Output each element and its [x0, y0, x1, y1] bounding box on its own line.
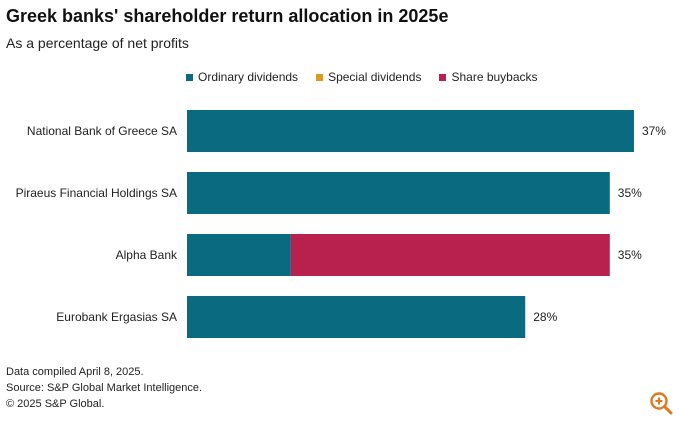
legend-label-buyback: Share buybacks — [451, 70, 538, 84]
zoom-in-icon[interactable] — [648, 390, 674, 416]
footer-data-compiled: Data compiled April 8, 2025. — [6, 366, 144, 378]
legend-item-special: Special dividends — [316, 70, 421, 84]
category-label: National Bank of Greece SA — [27, 124, 177, 138]
chart-footer: Data compiled April 8, 2025. Source: S&P… — [6, 364, 202, 412]
bar-segment — [187, 296, 526, 338]
legend-swatch-special — [316, 73, 324, 81]
chart-legend: Ordinary dividends Special dividends Sha… — [186, 70, 538, 84]
footer-source: Source: S&P Global Market Intelligence. — [6, 382, 203, 394]
category-label: Alpha Bank — [116, 248, 178, 262]
bar-segment — [290, 234, 610, 276]
data-label: 35% — [618, 248, 642, 262]
legend-item-ordinary: Ordinary dividends — [186, 70, 298, 84]
category-label: Eurobank Ergasias SA — [56, 310, 177, 324]
legend-swatch-ordinary — [186, 73, 193, 81]
footer-copyright: © 2025 S&P Global. — [6, 398, 105, 410]
legend-item-buyback: Share buybacks — [439, 70, 538, 84]
bar-segment — [187, 234, 291, 276]
bar-segment — [187, 172, 610, 214]
category-label: Piraeus Financial Holdings SA — [16, 186, 177, 200]
bar-chart: National Bank of Greece SA 37% Piraeus Fin… — [16, 110, 666, 338]
legend-label-ordinary: Ordinary dividends — [198, 70, 299, 84]
data-label: 28% — [533, 310, 557, 324]
data-label: 37% — [642, 124, 666, 138]
chart-title: Greek banks' shareholder return allocati… — [6, 6, 449, 26]
legend-swatch-buyback — [439, 73, 447, 81]
bar-segment — [187, 110, 634, 152]
data-label: 35% — [618, 186, 642, 200]
legend-label-special: Special dividends — [328, 70, 422, 84]
chart-subtitle: As a percentage of net profits — [6, 35, 189, 51]
